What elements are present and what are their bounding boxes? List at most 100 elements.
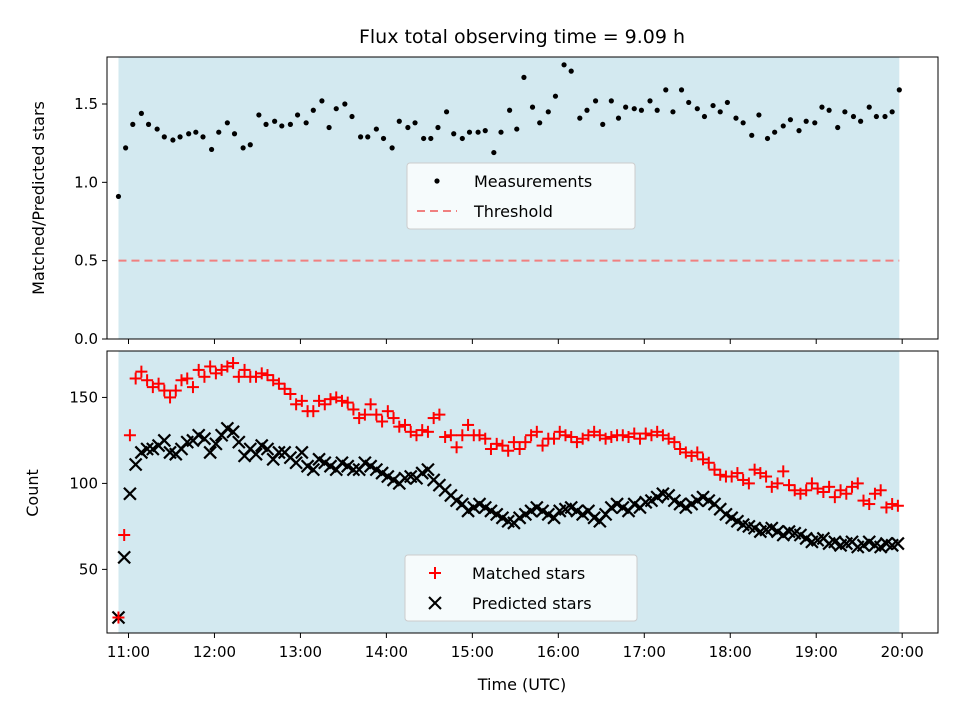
measurement-point <box>858 118 864 124</box>
measurement-point <box>333 106 339 112</box>
matched-stars-point <box>817 486 830 498</box>
predicted-stars-point <box>295 445 309 460</box>
matched-stars-point <box>490 437 503 450</box>
measurement-point <box>686 99 692 106</box>
predicted-stars-point <box>306 462 321 477</box>
matched-stars-point <box>364 398 377 411</box>
measurement-point <box>608 98 614 104</box>
matched-stars-point <box>433 408 446 421</box>
predicted-stars-point <box>203 445 217 460</box>
matched-stars-point <box>152 377 165 390</box>
x-tick-label: 11:00 <box>107 643 150 661</box>
measurement-point <box>615 115 622 121</box>
measurement-point <box>521 74 527 80</box>
top-y-axis-label: Matched/Predicted stars <box>29 101 48 295</box>
measurement-point <box>224 120 230 126</box>
matched-stars-point <box>238 363 251 376</box>
legend-marker-measurements <box>434 178 440 184</box>
matched-stars-point <box>370 408 383 421</box>
measurement-point <box>342 101 348 107</box>
matched-stars-point <box>605 430 618 443</box>
matched-stars-point <box>823 480 836 493</box>
measurement-point <box>507 107 513 113</box>
measurement-point <box>678 87 685 93</box>
measurement-point <box>740 120 746 126</box>
x-tick-label: 19:00 <box>795 643 838 661</box>
measurement-point <box>170 137 176 143</box>
matched-stars-point <box>530 425 543 438</box>
matched-stars-point <box>118 528 131 541</box>
x-tick-label: 17:00 <box>623 643 666 661</box>
matched-stars-point <box>771 477 784 490</box>
matched-stars-point <box>295 394 308 407</box>
predicted-stars-point <box>128 457 143 472</box>
measurement-point <box>115 193 122 200</box>
matched-stars-point <box>462 418 475 431</box>
measurement-point <box>873 113 879 120</box>
measurement-point <box>803 118 809 124</box>
measurement-point <box>200 134 206 140</box>
matched-stars-point <box>272 377 285 390</box>
matched-stars-point <box>840 487 853 500</box>
matched-stars-point <box>416 424 429 437</box>
measurement-point <box>866 104 872 110</box>
legend-label-matched-stars: Matched stars <box>472 564 585 583</box>
matched-stars-point <box>502 444 515 457</box>
matched-stars-point <box>341 396 354 409</box>
predicted-stars-point <box>272 445 286 460</box>
matched-stars-point <box>450 441 463 454</box>
x-tick-label: 12:00 <box>193 643 236 661</box>
x-tick-label: 16:00 <box>537 643 580 661</box>
predicted-stars-point <box>123 486 137 501</box>
measurement-point <box>561 62 567 68</box>
measurement-point <box>780 123 786 129</box>
matched-stars-point <box>496 439 509 452</box>
matched-stars-point <box>731 467 744 480</box>
measurement-point <box>568 68 574 74</box>
matched-stars-point <box>519 436 532 449</box>
matched-stars-point <box>628 427 641 440</box>
measurement-point <box>365 134 371 140</box>
measurement-point <box>647 98 653 104</box>
matched-stars-point <box>702 456 715 469</box>
top-legend-box <box>406 162 636 230</box>
measurement-point <box>631 106 637 112</box>
matched-stars-point <box>863 498 876 511</box>
measurement-point <box>349 113 355 120</box>
measurement-point <box>889 109 895 115</box>
measurement-point <box>443 109 450 115</box>
predicted-stars-point <box>157 433 172 448</box>
measurement-point <box>670 109 676 115</box>
top-y-tick-label: 1.5 <box>74 95 98 113</box>
matched-stars-point <box>186 381 199 394</box>
top-y-axis: 0.0 0.5 1.0 1.5 <box>74 95 107 348</box>
measurement-point <box>294 112 301 118</box>
top-plot-frame <box>106 56 939 340</box>
measurement-point <box>537 120 543 126</box>
measurement-point <box>412 120 418 126</box>
measurement-point <box>435 124 441 131</box>
matched-stars-point <box>204 360 217 373</box>
measurement-point <box>592 98 599 104</box>
measurement-point <box>694 106 700 112</box>
measurement-point <box>357 134 364 140</box>
measurement-point <box>701 113 708 120</box>
x-tick-label: 18:00 <box>709 643 752 661</box>
measurement-point <box>787 117 794 123</box>
predicted-stars-point <box>209 437 223 451</box>
matched-stars-point <box>548 432 561 445</box>
matched-stars-point <box>318 398 331 411</box>
measurement-point <box>421 135 427 142</box>
matched-stars-point <box>714 468 727 481</box>
matched-stars-point <box>444 429 457 442</box>
matched-stars-point <box>479 432 492 445</box>
matched-stars-point <box>668 436 681 449</box>
measurement-point <box>577 115 583 121</box>
matched-stars-point <box>421 425 434 438</box>
matched-stars-point <box>158 384 171 397</box>
matched-stars-point <box>307 405 320 418</box>
legend-label-threshold: Threshold <box>473 202 553 221</box>
measurement-point <box>145 121 152 127</box>
x-tick-label: 15:00 <box>451 643 494 661</box>
predicted-stars-point <box>140 442 154 456</box>
